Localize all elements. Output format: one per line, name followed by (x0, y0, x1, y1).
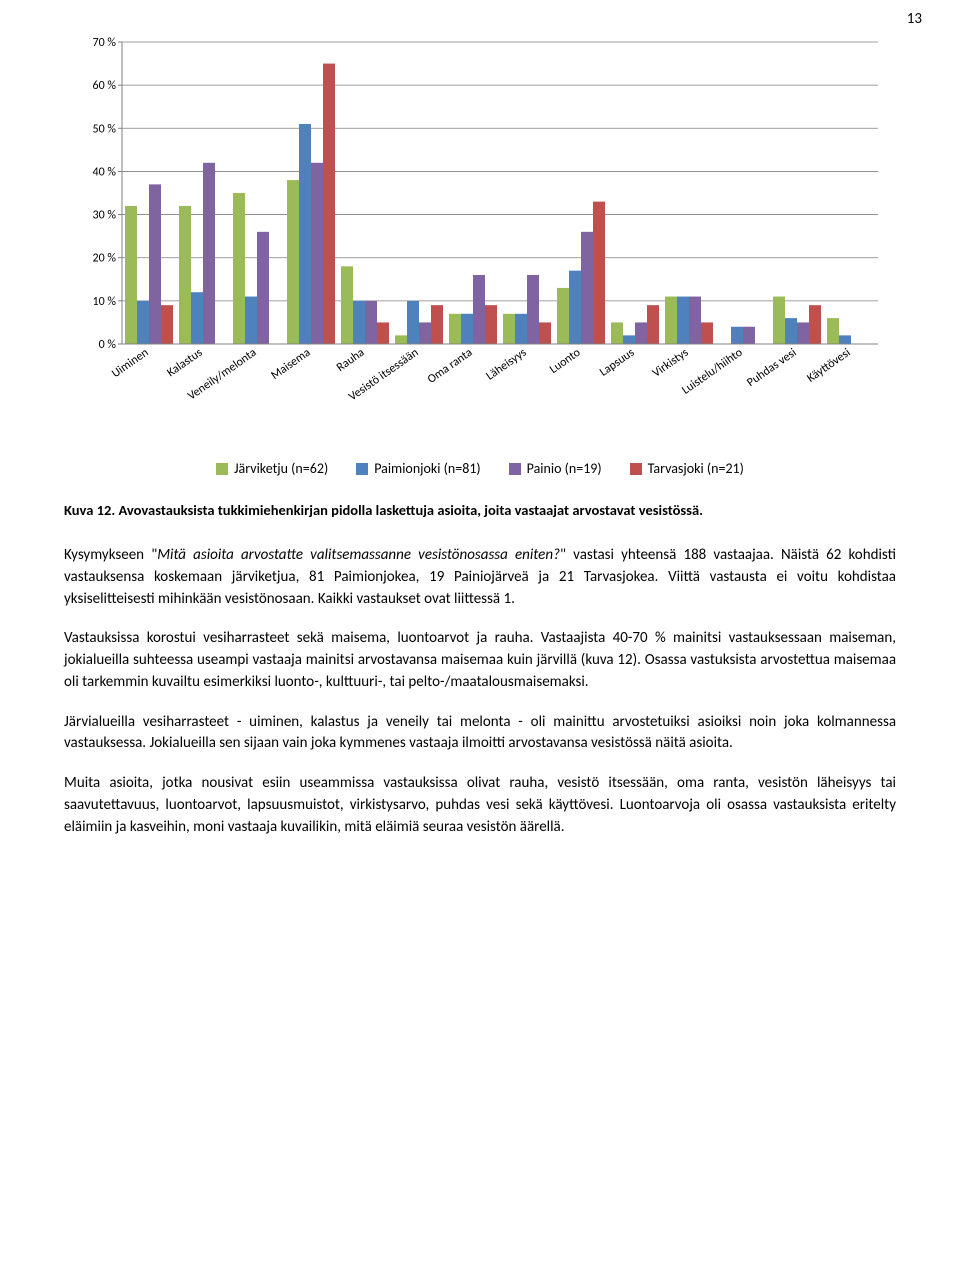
svg-text:70 %: 70 % (93, 36, 117, 50)
legend-label: Painio (n=19) (527, 460, 602, 477)
legend-swatch (509, 463, 521, 475)
legend-swatch (356, 463, 368, 475)
svg-text:40 %: 40 % (93, 165, 117, 179)
svg-text:60 %: 60 % (93, 79, 117, 93)
legend-label: Paimionjoki (n=81) (374, 460, 480, 477)
p1-italic: Mitä asioita arvostatte valitsemassanne … (157, 546, 560, 564)
legend-swatch (630, 463, 642, 475)
chart: 0 %10 %20 %30 %40 %50 %60 %70 %UiminenKa… (70, 34, 890, 477)
chart-svg: 0 %10 %20 %30 %40 %50 %60 %70 %UiminenKa… (70, 34, 890, 454)
legend-label: Tarvasjoki (n=21) (648, 460, 744, 477)
legend-label: Järviketju (n=62) (234, 460, 328, 477)
legend-item: Järviketju (n=62) (216, 460, 328, 477)
legend-item: Tarvasjoki (n=21) (630, 460, 744, 477)
body-text: Kysymykseen "Mitä asioita arvostatte val… (64, 545, 896, 838)
svg-text:50 %: 50 % (93, 122, 117, 136)
figure-caption: Kuva 12. Avovastauksista tukkimiehenkirj… (64, 501, 896, 519)
svg-text:0 %: 0 % (99, 338, 117, 352)
paragraph-4: Muita asioita, jotka nousivat esiin usea… (64, 773, 896, 838)
legend-item: Painio (n=19) (509, 460, 602, 477)
paragraph-3: Järvialueilla vesiharrasteet - uiminen, … (64, 712, 896, 756)
page-number: 13 (907, 10, 922, 28)
chart-legend: Järviketju (n=62) Paimionjoki (n=81) Paini… (70, 460, 890, 477)
svg-text:10 %: 10 % (93, 295, 117, 309)
paragraph-1: Kysymykseen "Mitä asioita arvostatte val… (64, 545, 896, 610)
legend-swatch (216, 463, 228, 475)
svg-text:20 %: 20 % (93, 252, 117, 266)
paragraph-2: Vastauksissa korostui vesiharrasteet sek… (64, 628, 896, 693)
svg-text:30 %: 30 % (93, 209, 117, 223)
legend-item: Paimionjoki (n=81) (356, 460, 480, 477)
p1-a: Kysymykseen " (64, 546, 157, 564)
